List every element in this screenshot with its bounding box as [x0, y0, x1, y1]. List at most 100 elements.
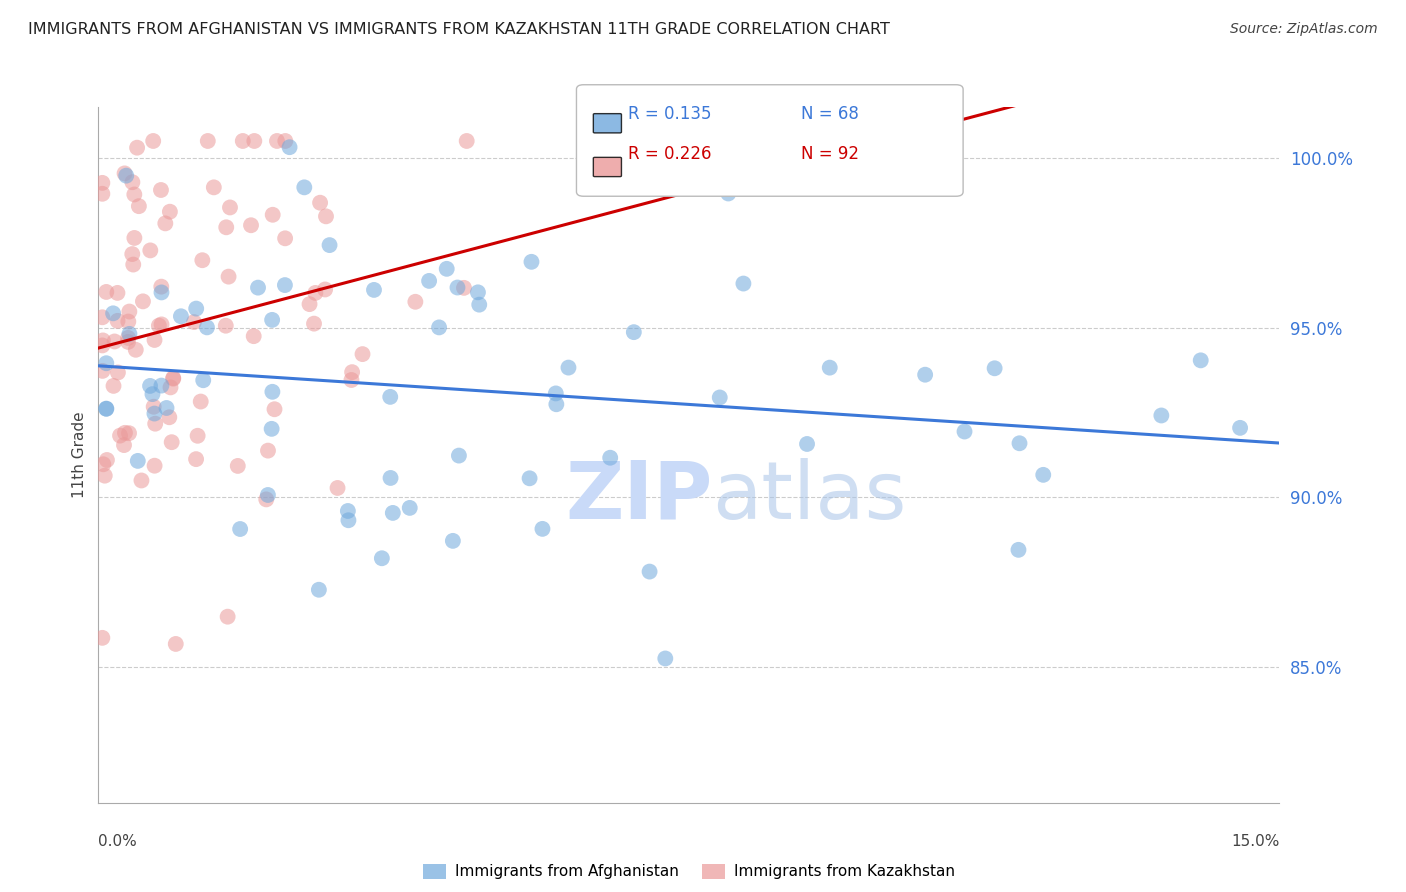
Point — [219, 201, 242, 215]
Point — [155, 401, 177, 415]
Point — [91, 310, 114, 325]
Point — [187, 429, 209, 443]
Point — [309, 195, 332, 210]
Point — [96, 453, 118, 467]
Point — [274, 134, 297, 148]
Point — [184, 452, 207, 467]
Point — [108, 428, 131, 442]
Point — [217, 609, 239, 624]
Point — [371, 551, 394, 566]
Point — [623, 325, 645, 339]
Point — [262, 208, 284, 222]
Point — [117, 331, 139, 345]
Point — [599, 450, 621, 465]
Y-axis label: 11th Grade: 11th Grade — [72, 411, 87, 499]
Point — [638, 565, 661, 579]
Point — [197, 134, 219, 148]
Point — [121, 175, 143, 189]
Point — [118, 304, 141, 318]
Point — [96, 285, 118, 299]
Point — [122, 258, 145, 272]
Point — [215, 220, 238, 235]
Point — [983, 361, 1005, 376]
Point — [118, 426, 141, 441]
Point — [143, 417, 166, 431]
Point — [263, 402, 285, 417]
Point — [202, 180, 225, 194]
Point — [453, 281, 475, 295]
Point — [131, 474, 153, 488]
Point — [232, 134, 254, 148]
Text: 0.0%: 0.0% — [98, 834, 138, 849]
Point — [381, 506, 404, 520]
Point — [91, 176, 114, 190]
Point — [96, 356, 118, 370]
Point — [257, 443, 280, 458]
Point — [121, 247, 143, 261]
Point — [143, 333, 166, 347]
Point — [380, 390, 402, 404]
Point — [215, 318, 238, 333]
Point — [308, 582, 330, 597]
Point — [157, 410, 180, 425]
Point — [242, 329, 264, 343]
Point — [96, 401, 118, 416]
Point — [557, 360, 579, 375]
Point — [103, 379, 125, 393]
Point — [91, 631, 114, 645]
Point — [150, 318, 173, 332]
Point — [91, 334, 114, 348]
Point — [621, 134, 644, 148]
Point — [398, 500, 420, 515]
Point — [436, 261, 458, 276]
Point — [380, 471, 402, 485]
Point — [292, 180, 315, 194]
Point — [318, 238, 340, 252]
Point — [124, 231, 146, 245]
Point — [257, 488, 280, 502]
Point — [914, 368, 936, 382]
Point — [107, 314, 129, 328]
Text: ZIP: ZIP — [565, 458, 713, 536]
Text: N = 68: N = 68 — [801, 105, 859, 123]
Point — [143, 458, 166, 473]
Point — [91, 338, 114, 352]
Point — [302, 317, 325, 331]
Point — [337, 513, 360, 527]
Point — [243, 134, 266, 148]
Point — [340, 373, 363, 387]
Point — [262, 313, 284, 327]
Text: 15.0%: 15.0% — [1232, 834, 1279, 849]
Point — [118, 326, 141, 341]
Point — [107, 285, 129, 300]
Point — [519, 471, 541, 485]
Point — [112, 438, 135, 452]
Point — [336, 504, 359, 518]
Text: N = 92: N = 92 — [801, 145, 859, 162]
Point — [298, 297, 321, 311]
Point — [1007, 542, 1029, 557]
Point — [162, 371, 184, 385]
Point — [125, 343, 148, 357]
Point — [254, 492, 277, 507]
Point — [193, 373, 215, 387]
Point — [404, 294, 426, 309]
Point — [229, 522, 252, 536]
Text: atlas: atlas — [713, 458, 907, 536]
Point — [467, 285, 489, 300]
Point — [117, 334, 139, 349]
Point — [107, 366, 129, 380]
Point — [262, 384, 284, 399]
Point — [1008, 436, 1031, 450]
Point — [117, 314, 139, 328]
Point — [717, 169, 740, 184]
Point — [96, 401, 118, 416]
Point — [1229, 421, 1251, 435]
Point — [274, 231, 297, 245]
Point — [150, 279, 173, 293]
Point — [247, 280, 270, 294]
Point — [1150, 409, 1173, 423]
Text: IMMIGRANTS FROM AFGHANISTAN VS IMMIGRANTS FROM KAZAKHSTAN 11TH GRADE CORRELATION: IMMIGRANTS FROM AFGHANISTAN VS IMMIGRANT… — [28, 22, 890, 37]
Point — [191, 253, 214, 268]
Point — [127, 454, 149, 468]
